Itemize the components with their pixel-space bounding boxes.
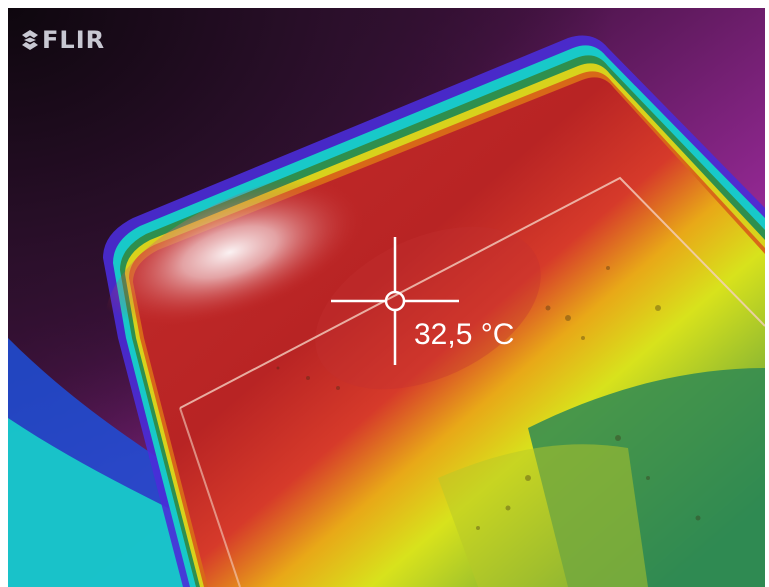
- crosshair-icon: [331, 237, 459, 365]
- thermal-image: [8, 8, 765, 587]
- brand-name: FLIR: [42, 26, 106, 54]
- surface-texture: [276, 266, 701, 530]
- flir-logo-icon: [22, 30, 38, 50]
- yellow-green-zone: [438, 444, 648, 587]
- screen-edge-outline: [179, 176, 765, 409]
- flir-logo: FLIR: [20, 28, 105, 52]
- warm-zone: [315, 226, 541, 390]
- thermal-heatmap: [8, 8, 765, 587]
- screen-left-edge: [179, 407, 241, 587]
- temperature-reading: 32,5 °C: [414, 318, 515, 351]
- lower-left-cyan-zone: [8, 418, 198, 587]
